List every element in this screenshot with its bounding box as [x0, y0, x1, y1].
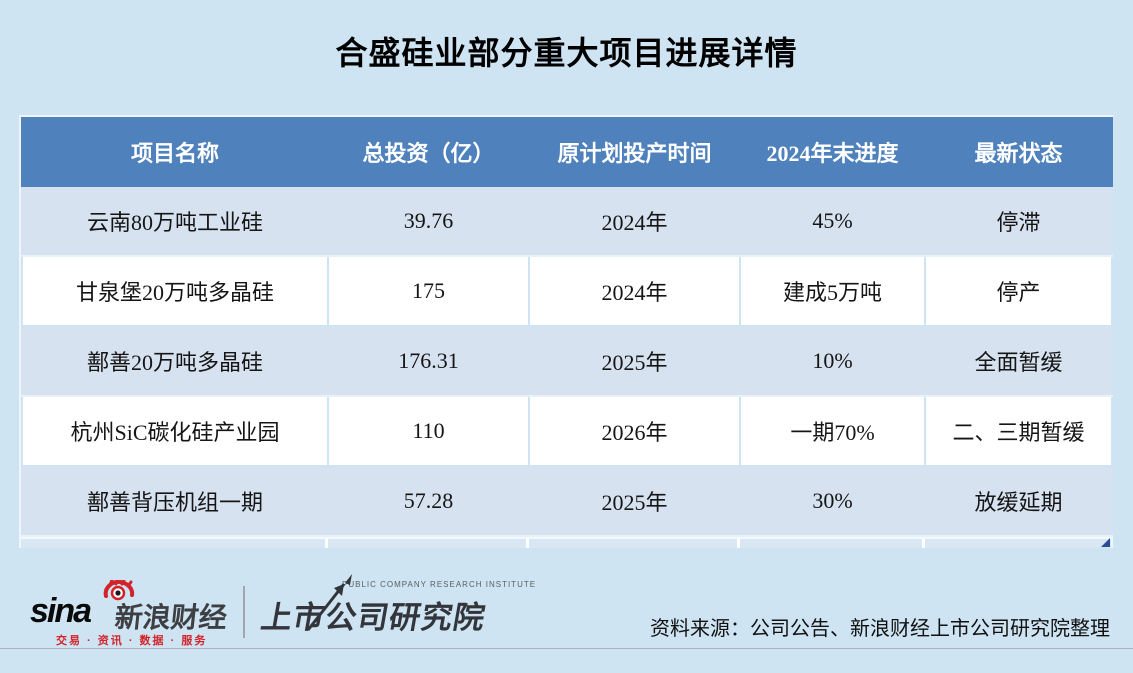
sina-tagline: 交易 · 资讯 · 数据 · 服务 [56, 635, 208, 647]
cell-total-investment: 175 [327, 255, 530, 327]
logo-separator [243, 586, 245, 638]
cell-status: 停产 [924, 255, 1113, 327]
arrow-icon [298, 572, 358, 637]
cell-total-investment: 110 [327, 395, 530, 467]
table-header-row: 项目名称 总投资（亿） 原计划投产时间 2024年末进度 最新状态 [21, 117, 1113, 187]
institute-subtitle: PUBLIC COMPANY RESEARCH INSTITUTE [342, 580, 537, 589]
cell-total-investment: 39.76 [327, 185, 530, 257]
data-source-note: 资料来源：公司公告、新浪财经上市公司研究院整理 [650, 618, 1110, 640]
sina-eye-icon [102, 577, 136, 607]
cell-project-name: 杭州SiC碳化硅产业园 [21, 395, 329, 467]
research-institute-logo: PUBLIC COMPANY RESEARCH INSTITUTE 上市公司研究… [258, 574, 535, 644]
page-title: 合盛硅业部分重大项目进展详情 [335, 35, 798, 71]
cell-progress: 10% [739, 325, 926, 397]
cell-progress: 30% [739, 465, 926, 537]
cell-status: 放缓延期 [924, 465, 1113, 537]
cell-progress: 建成5万吨 [739, 255, 926, 327]
resize-handle-icon [1101, 538, 1110, 547]
cell-project-name: 鄯善背压机组一期 [21, 465, 329, 537]
cell-planned-time: 2024年 [528, 185, 741, 257]
sina-finance-logo: sina 新浪财经 交易 · 资讯 · 数据 · 服务 [30, 577, 245, 647]
column-separator [526, 539, 529, 548]
cell-project-name: 云南80万吨工业硅 [21, 185, 329, 257]
cell-planned-time: 2025年 [528, 325, 741, 397]
cell-project-name: 甘泉堡20万吨多晶硅 [21, 255, 329, 327]
col-header-project-name: 项目名称 [21, 117, 329, 187]
column-separator [922, 539, 925, 548]
col-header-planned-production-time: 原计划投产时间 [528, 117, 741, 187]
cell-total-investment: 57.28 [327, 465, 530, 537]
cell-project-name: 鄯善20万吨多晶硅 [21, 325, 329, 397]
cell-total-investment: 176.31 [327, 325, 530, 397]
cell-planned-time: 2025年 [528, 465, 741, 537]
cropped-next-row [21, 537, 1111, 548]
table-row: 杭州SiC碳化硅产业园 110 2026年 一期70% 二、三期暂缓 [21, 395, 1113, 467]
sina-finance-brand: 新浪财经 [113, 602, 229, 633]
cell-status: 二、三期暂缓 [924, 395, 1113, 467]
table-row: 云南80万吨工业硅 39.76 2024年 45% 停滞 [21, 185, 1113, 257]
institute-name: 上市公司研究院 [258, 600, 489, 635]
footer-divider-line [0, 648, 1133, 649]
table-row: 甘泉堡20万吨多晶硅 175 2024年 建成5万吨 停产 [21, 255, 1113, 327]
col-header-total-investment: 总投资（亿） [327, 117, 530, 187]
column-separator [325, 539, 328, 548]
col-header-latest-status: 最新状态 [924, 117, 1113, 187]
column-separator [737, 539, 740, 548]
table-row: 鄯善20万吨多晶硅 176.31 2025年 10% 全面暂缓 [21, 325, 1113, 397]
table-row: 鄯善背压机组一期 57.28 2025年 30% 放缓延期 [21, 465, 1113, 537]
cell-status: 停滞 [924, 185, 1113, 257]
cell-status: 全面暂缓 [924, 325, 1113, 397]
cell-progress: 一期70% [739, 395, 926, 467]
projects-table: 项目名称 总投资（亿） 原计划投产时间 2024年末进度 最新状态 云南80万吨… [19, 115, 1113, 548]
col-header-progress-2024: 2024年末进度 [739, 117, 926, 187]
cell-planned-time: 2026年 [528, 395, 741, 467]
cell-planned-time: 2024年 [528, 255, 741, 327]
sina-logo-text: sina [30, 592, 92, 630]
cell-progress: 45% [739, 185, 926, 257]
